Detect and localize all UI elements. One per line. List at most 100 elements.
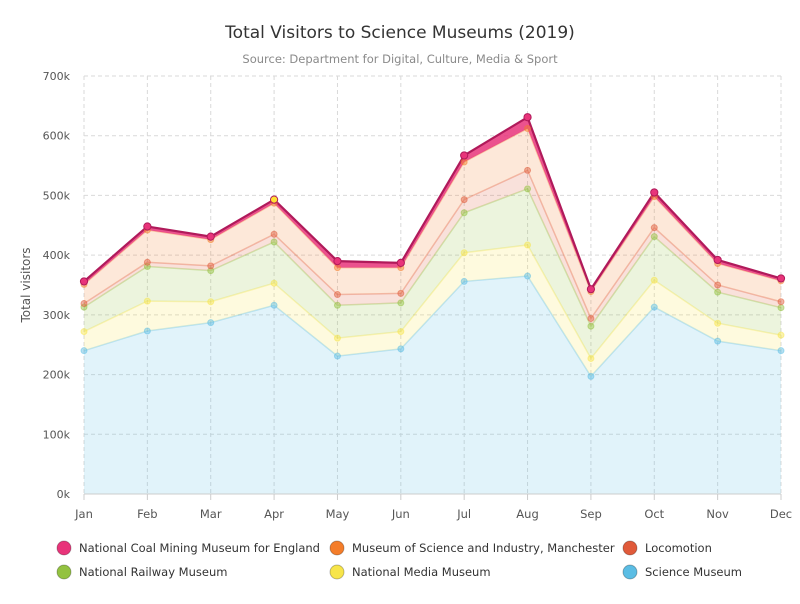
- y-tick-label: 100k: [43, 428, 71, 441]
- legend-item[interactable]: National Railway Museum: [56, 564, 227, 580]
- data-point[interactable]: [777, 347, 785, 355]
- points: [79, 113, 786, 380]
- data-point[interactable]: [80, 303, 88, 311]
- y-tick-label: 300k: [43, 309, 71, 322]
- x-tick-label: Apr: [264, 507, 284, 521]
- data-point[interactable]: [650, 276, 658, 284]
- series-line: [83, 169, 782, 320]
- data-point[interactable]: [524, 166, 532, 174]
- data-point[interactable]: [397, 299, 405, 307]
- data-point[interactable]: [460, 196, 468, 204]
- data-point[interactable]: [777, 304, 785, 312]
- series-area[interactable]: [84, 128, 781, 319]
- data-point[interactable]: [587, 354, 595, 362]
- data-point[interactable]: [333, 291, 341, 299]
- data-point[interactable]: [523, 113, 532, 122]
- x-tick-label: Oct: [644, 507, 664, 521]
- data-point[interactable]: [143, 327, 151, 335]
- data-point[interactable]: [460, 151, 469, 160]
- legend-item[interactable]: National Media Museum: [329, 564, 491, 580]
- data-point[interactable]: [270, 230, 278, 238]
- data-point[interactable]: [333, 257, 342, 266]
- y-tick-label: 700k: [43, 70, 71, 83]
- data-point[interactable]: [524, 272, 532, 280]
- data-point[interactable]: [714, 288, 722, 296]
- data-point[interactable]: [524, 241, 532, 249]
- data-point[interactable]: [587, 372, 595, 380]
- legend-item[interactable]: Museum of Science and Industry, Manchest…: [329, 540, 615, 556]
- legend-item[interactable]: Locomotion: [622, 540, 712, 556]
- x-tick-label: Jan: [74, 507, 93, 521]
- data-point[interactable]: [333, 352, 341, 360]
- data-point[interactable]: [333, 264, 341, 272]
- data-point[interactable]: [333, 334, 341, 342]
- data-point[interactable]: [460, 158, 468, 166]
- data-point[interactable]: [80, 300, 88, 308]
- data-point[interactable]: [79, 277, 89, 286]
- data-point[interactable]: [143, 297, 151, 305]
- data-point[interactable]: [396, 258, 405, 268]
- legend-label: National Railway Museum: [79, 565, 227, 579]
- data-point[interactable]: [714, 337, 722, 345]
- data-point[interactable]: [714, 319, 722, 327]
- data-point[interactable]: [777, 331, 785, 339]
- data-point[interactable]: [460, 249, 468, 257]
- data-point[interactable]: [207, 267, 215, 275]
- data-point[interactable]: [524, 185, 532, 193]
- legend-swatch: [622, 540, 638, 556]
- y-tick-label: 600k: [43, 130, 71, 143]
- data-point[interactable]: [460, 277, 468, 285]
- y-axis-label: Total visitors: [19, 247, 33, 323]
- data-point[interactable]: [206, 232, 215, 241]
- data-point[interactable]: [650, 303, 658, 311]
- data-point[interactable]: [650, 224, 658, 232]
- legend-label: Locomotion: [645, 541, 712, 555]
- data-point[interactable]: [397, 345, 405, 353]
- legend-label: National Coal Mining Museum for England: [79, 541, 320, 555]
- data-point[interactable]: [270, 301, 278, 309]
- series-line: [83, 127, 782, 294]
- data-point[interactable]: [143, 258, 151, 266]
- data-point[interactable]: [777, 298, 785, 306]
- data-point[interactable]: [587, 314, 595, 322]
- data-point[interactable]: [397, 328, 405, 336]
- chart-subtitle: Source: Department for Digital, Culture,…: [242, 52, 558, 66]
- data-point[interactable]: [397, 289, 405, 297]
- data-point[interactable]: [587, 322, 595, 330]
- legend-item[interactable]: Science Museum: [622, 564, 742, 580]
- data-point[interactable]: [524, 125, 532, 133]
- data-point[interactable]: [143, 222, 152, 231]
- data-point[interactable]: [586, 285, 596, 294]
- x-tick-label: May: [326, 507, 350, 521]
- chart-title: Total Visitors to Science Museums (2019): [224, 23, 575, 43]
- series-line: [83, 275, 782, 378]
- data-point[interactable]: [207, 319, 215, 327]
- data-point[interactable]: [270, 238, 278, 246]
- data-point[interactable]: [269, 195, 279, 204]
- legend-swatch: [622, 564, 638, 580]
- legend-label: Museum of Science and Industry, Manchest…: [352, 541, 615, 555]
- series-area[interactable]: [84, 244, 781, 377]
- legend-item[interactable]: National Coal Mining Museum for England: [56, 540, 320, 556]
- data-point[interactable]: [776, 274, 786, 283]
- legend-swatch: [329, 564, 345, 580]
- data-point[interactable]: [80, 328, 88, 336]
- data-point[interactable]: [713, 255, 722, 265]
- data-point[interactable]: [207, 262, 215, 270]
- y-tick-label: 500k: [43, 189, 71, 202]
- x-tick-label: Jun: [391, 507, 410, 521]
- data-point[interactable]: [460, 209, 468, 217]
- data-point[interactable]: [333, 301, 341, 309]
- data-point[interactable]: [650, 188, 659, 197]
- series-area[interactable]: [84, 188, 781, 359]
- axes: 0k 100k 200k 300k 400k 500k 600k 700k Jan Feb Mar A…: [43, 70, 793, 521]
- data-point[interactable]: [650, 233, 658, 241]
- data-point[interactable]: [270, 279, 278, 287]
- x-tick-label: Dec: [770, 507, 792, 521]
- series-area[interactable]: [84, 276, 781, 494]
- data-point[interactable]: [714, 281, 722, 289]
- data-point[interactable]: [80, 347, 88, 355]
- series-area[interactable]: [84, 170, 781, 327]
- data-point[interactable]: [207, 298, 215, 306]
